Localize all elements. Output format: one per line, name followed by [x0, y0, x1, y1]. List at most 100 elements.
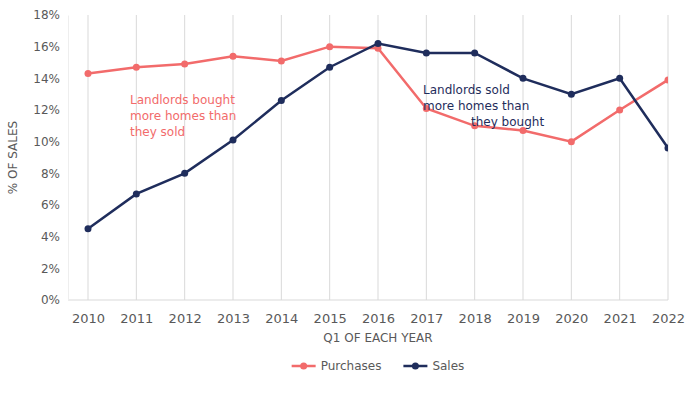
- y-tick: 4%: [41, 230, 68, 244]
- y-tick: 0%: [41, 293, 68, 307]
- y-tick: 8%: [41, 167, 68, 181]
- plot-area: [85, 40, 669, 232]
- grid-line: [474, 15, 475, 300]
- series-marker: [665, 145, 669, 152]
- legend-swatch-marker: [300, 363, 307, 370]
- grid-line: [668, 15, 669, 300]
- x-tick: 2016: [362, 300, 395, 326]
- y-axis: 0% 2% 4% 6% 8% 10% 12% 14% 16% 18%: [33, 8, 68, 307]
- annotation-line: more homes than: [423, 99, 529, 113]
- grid-line: [329, 15, 330, 300]
- y-tick-label: 18%: [33, 8, 60, 22]
- series-marker: [326, 64, 333, 71]
- y-tick: 14%: [33, 72, 68, 86]
- y-tick: 12%: [33, 103, 68, 117]
- grid: [88, 15, 668, 300]
- x-tick-label: 2014: [265, 311, 298, 326]
- legend-item: Sales: [403, 359, 464, 373]
- series-marker: [181, 61, 188, 68]
- series-marker: [85, 70, 92, 77]
- annotation-line: Landlords bought: [130, 93, 235, 107]
- series-marker: [133, 64, 140, 71]
- x-axis-title: Q1 OF EACH YEAR: [323, 331, 432, 345]
- series-marker: [616, 75, 623, 82]
- y-tick: 18%: [33, 8, 68, 22]
- grid-line: [184, 15, 185, 300]
- y-tick: 2%: [41, 262, 68, 276]
- y-axis-title: % OF SALES: [6, 121, 20, 194]
- grid-line: [523, 15, 524, 300]
- legend: Purchases Sales: [292, 359, 465, 373]
- x-tick: 2020: [555, 300, 588, 326]
- x-tick-label: 2010: [72, 311, 105, 326]
- legend-swatch-marker: [412, 363, 419, 370]
- y-tick-label: 16%: [33, 40, 60, 54]
- x-axis: 2010 2011 2012 2013 2014 2015 2016 2017 2018 2019…: [68, 300, 685, 326]
- y-tick-label: 0%: [41, 293, 60, 307]
- annotation-line: Landlords sold: [423, 83, 510, 97]
- series-marker: [181, 170, 188, 177]
- series-marker: [665, 76, 669, 83]
- x-tick: 2014: [265, 300, 298, 326]
- series-line: [88, 44, 668, 229]
- series-marker: [326, 43, 333, 50]
- x-tick: 2010: [72, 300, 105, 326]
- y-axis-line: [68, 16, 69, 301]
- y-tick: 10%: [33, 135, 68, 149]
- series-marker: [278, 57, 285, 64]
- series-marker: [520, 75, 527, 82]
- annotation-line: more homes than: [130, 109, 236, 123]
- y-tick-label: 4%: [41, 230, 60, 244]
- x-tick-label: 2017: [410, 311, 443, 326]
- y-tick-label: 12%: [33, 103, 60, 117]
- x-tick: 2013: [217, 300, 250, 326]
- y-tick: 16%: [33, 40, 68, 54]
- series-marker: [230, 137, 237, 144]
- series-marker: [471, 50, 478, 57]
- legend-label: Sales: [432, 359, 464, 373]
- series-marker: [616, 107, 623, 114]
- annotation-line: they sold: [130, 125, 185, 139]
- x-tick-label: 2022: [652, 311, 685, 326]
- x-tick: 2021: [604, 300, 637, 326]
- series-marker: [133, 190, 140, 197]
- series-marker: [85, 225, 92, 232]
- x-tick-label: 2015: [314, 311, 347, 326]
- y-tick-label: 14%: [33, 72, 60, 86]
- grid-line: [378, 15, 379, 300]
- x-tick: 2015: [314, 300, 347, 326]
- x-tick: 2019: [507, 300, 540, 326]
- x-tick-label: 2019: [507, 311, 540, 326]
- y-tick-label: 2%: [41, 262, 60, 276]
- x-tick: 2017: [410, 300, 443, 326]
- x-tick-label: 2013: [217, 311, 250, 326]
- x-tick: 2011: [120, 300, 153, 326]
- x-tick: 2022: [652, 300, 685, 326]
- y-tick-label: 6%: [41, 198, 60, 212]
- series-marker: [278, 97, 285, 104]
- x-tick-label: 2021: [604, 311, 637, 326]
- x-tick: 2018: [459, 300, 492, 326]
- grid-line: [426, 15, 427, 300]
- series-marker: [375, 40, 382, 47]
- x-tick-label: 2016: [362, 311, 395, 326]
- x-tick-label: 2018: [459, 311, 492, 326]
- annotation: Landlords bought more homes than they sold: [130, 93, 236, 139]
- series-line: [88, 47, 668, 142]
- series-marker: [568, 91, 575, 98]
- annotation: Landlords sold more homes than they bought: [423, 83, 544, 129]
- series-marker: [230, 53, 237, 60]
- x-tick-label: 2011: [120, 311, 153, 326]
- y-tick-label: 10%: [33, 135, 60, 149]
- y-tick: 6%: [41, 198, 68, 212]
- grid-line: [619, 15, 620, 300]
- legend-label: Purchases: [321, 359, 382, 373]
- x-tick-label: 2012: [169, 311, 202, 326]
- grid-line: [136, 15, 137, 300]
- legend-item: Purchases: [292, 359, 382, 373]
- grid-line: [88, 15, 89, 300]
- grid-line: [571, 15, 572, 300]
- x-tick: 2012: [169, 300, 202, 326]
- chart: 2010 2011 2012 2013 2014 2015 2016 2017 2018 2019…: [0, 0, 695, 395]
- annotation-line: they bought: [471, 115, 544, 129]
